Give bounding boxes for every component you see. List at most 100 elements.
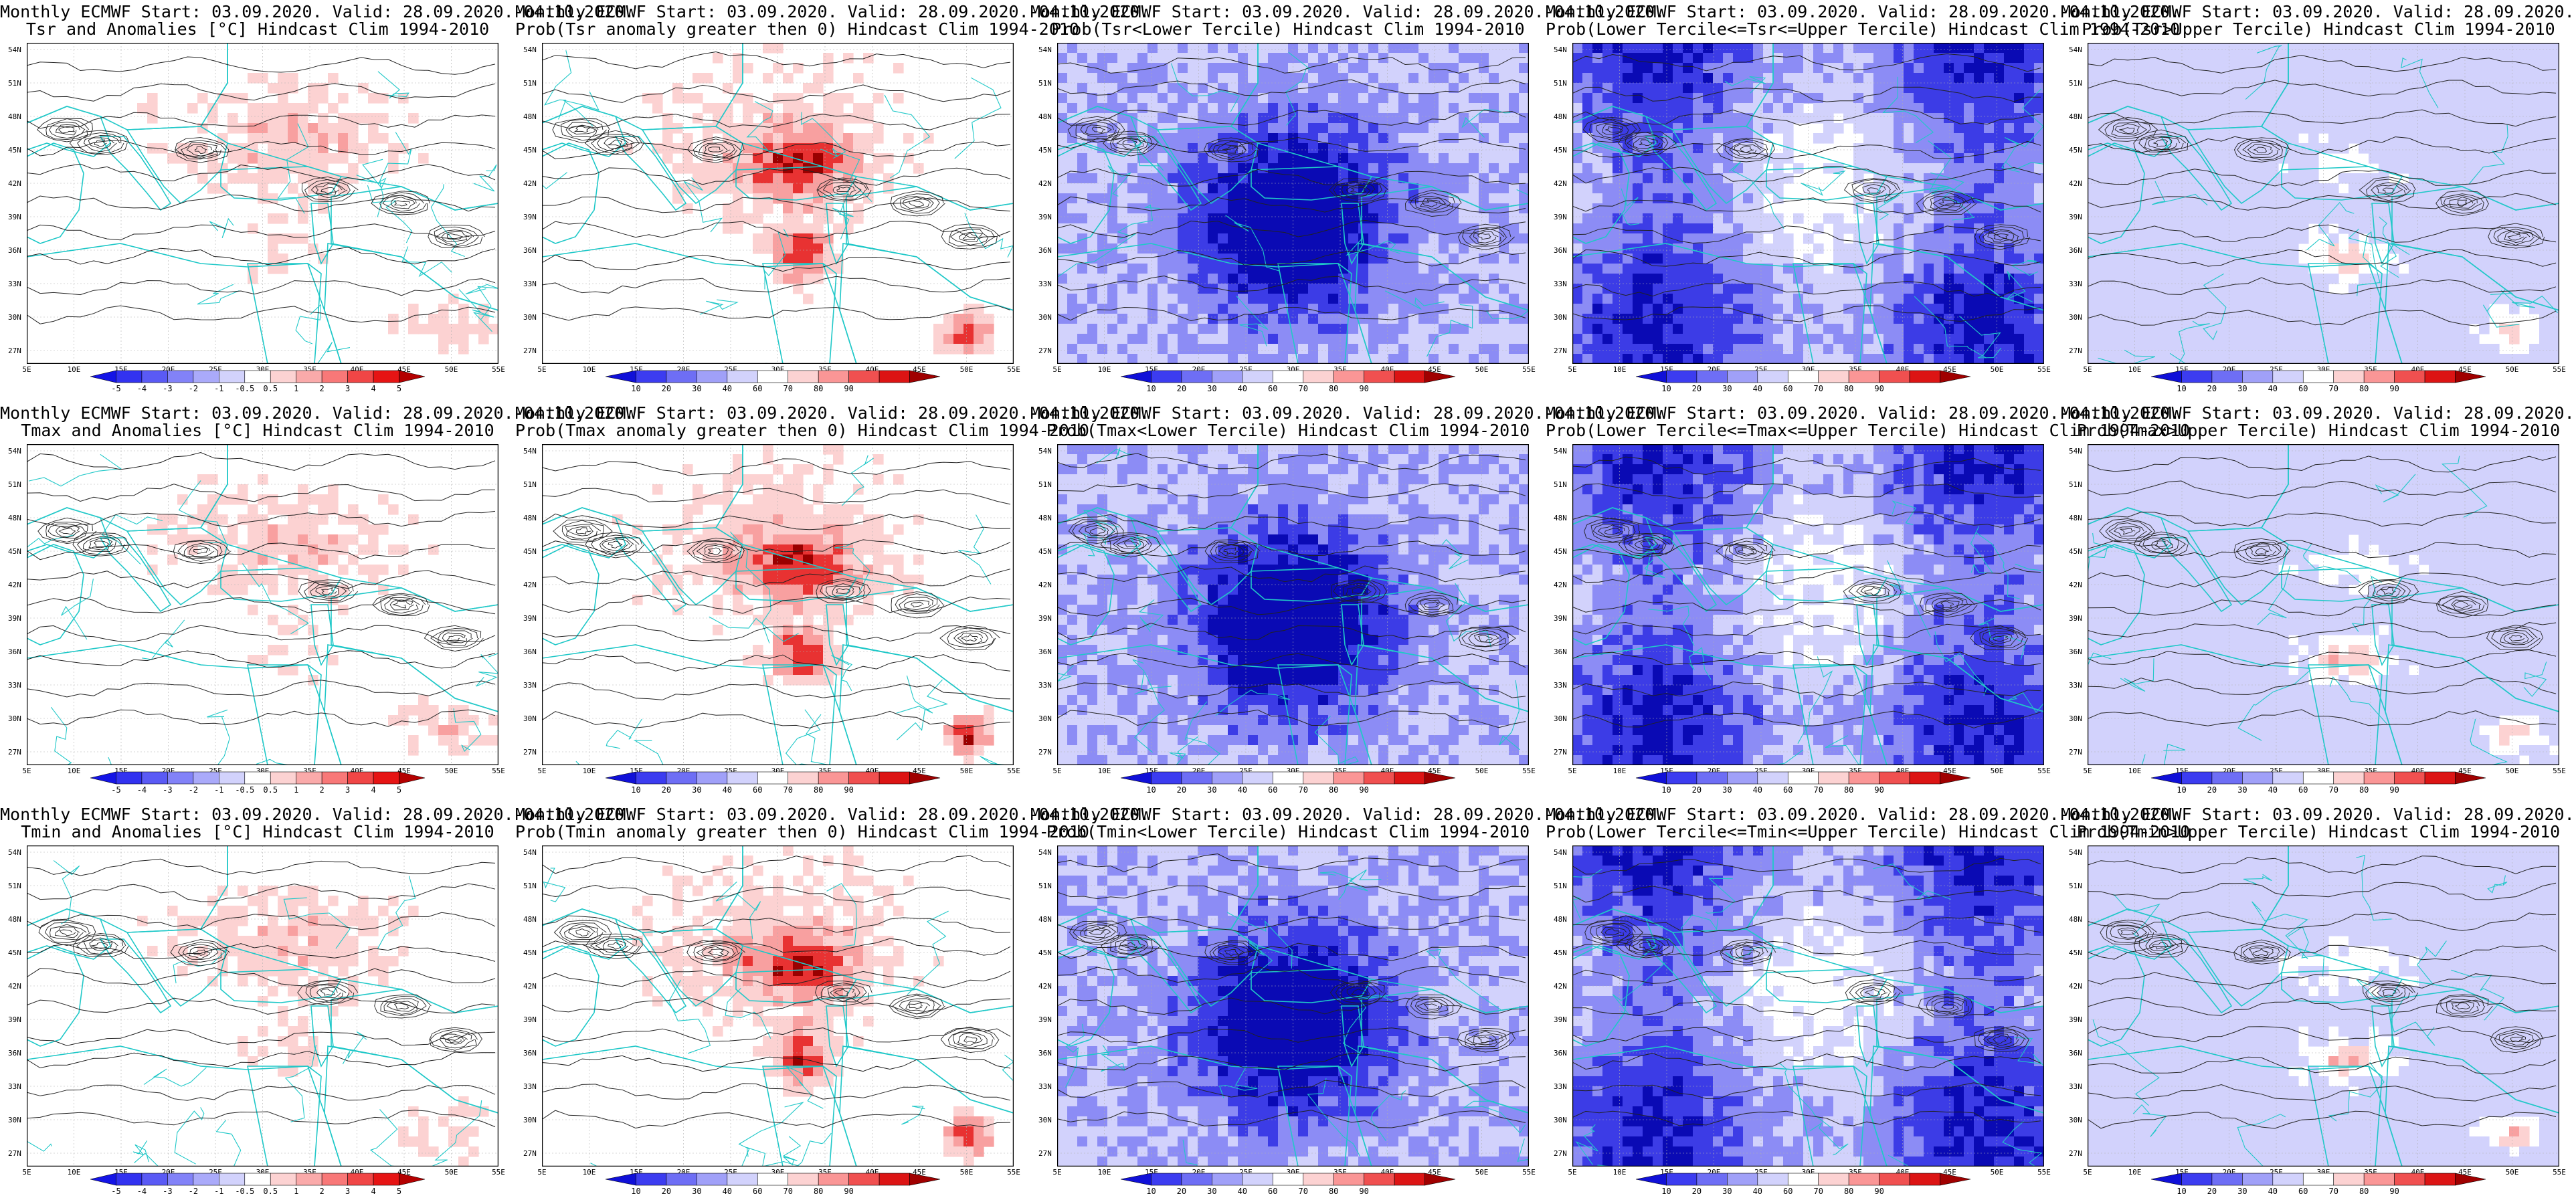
colorbar-swatch (1120, 1173, 1152, 1186)
colorbar-swatch (1666, 370, 1697, 383)
colorbar-swatch (2272, 1173, 2304, 1186)
lon-tick-label: 10E (2128, 365, 2142, 374)
colorbar-tick-label: -5 (111, 1187, 121, 1196)
colorbar-tick-label: 90 (1359, 1187, 1369, 1196)
forecast-panel: Monthly ECMWF Start: 03.09.2020. Valid: … (2061, 803, 2576, 1204)
colorbar-tick-label: 40 (1752, 1187, 1763, 1196)
coastlines (2088, 845, 2559, 1167)
colorbar-swatch (605, 771, 636, 785)
lat-tick-label: 48N (1554, 112, 1567, 121)
colorbar-tick-label: 70 (1813, 1187, 1823, 1196)
colorbar-tick-label: 0.5 (263, 384, 278, 393)
colorbar-swatch (1212, 370, 1243, 383)
colorbar-swatch (818, 771, 849, 785)
colorbar-swatch (2272, 771, 2304, 785)
colorbar-swatch (1879, 1173, 1910, 1186)
lon-tick-label: 5E (22, 365, 31, 374)
colorbar-swatch (1272, 771, 1304, 785)
map-frame (542, 444, 1014, 765)
panel-title-line2: Tmax and Anomalies [°C] Hindcast Clim 19… (21, 421, 494, 440)
colorbar-swatch (636, 1173, 667, 1186)
colorbar-tick-label: 40 (1752, 785, 1763, 795)
shaded-field (632, 845, 994, 1167)
lon-tick-label: 10E (582, 767, 596, 775)
panel-title-line2: Prob(Tmin>Upper Tercile) Hindcast Clim 1… (2076, 822, 2561, 841)
lat-tick-label: 27N (2069, 748, 2082, 757)
colorbar-tick-label: 80 (2359, 1187, 2369, 1196)
lat-tick-label: 33N (2069, 1082, 2082, 1091)
colorbar-tick-label: 80 (1843, 785, 1854, 795)
colorbar-swatch (2150, 771, 2182, 785)
graticule (542, 845, 1014, 1167)
colorbar-swatch (1848, 1173, 1879, 1186)
lon-tick-label: 10E (67, 365, 81, 374)
colorbar-tick-label: 20 (1691, 1187, 1702, 1196)
lat-tick-label: 27N (8, 1149, 21, 1158)
lat-tick-label: 27N (523, 748, 537, 757)
lat-tick-label: 51N (523, 79, 537, 88)
colorbar-swatch (244, 1173, 271, 1186)
map-area (2088, 845, 2559, 1167)
panel-title-line2: Prob(Tsr anomaly greater then 0) Hindcas… (515, 19, 1079, 39)
shaded-field (2088, 43, 2559, 364)
colorbar-swatch (1333, 1173, 1364, 1186)
colorbar-swatch (1394, 1173, 1425, 1186)
colorbar-tick-label: 3 (345, 384, 351, 393)
lat-tick-label: 30N (1554, 313, 1567, 322)
panel-title-line1: Monthly ECMWF Start: 03.09.2020. Valid: … (1546, 403, 2181, 423)
colorbar-swatch (636, 771, 667, 785)
lon-tick-label: 10E (67, 1168, 81, 1177)
colorbar-swatch (1364, 370, 1395, 383)
colorbar-swatch (1848, 771, 1879, 785)
panel-title-line2: Prob(Tsr>Upper Tercile) Hindcast Clim 19… (2082, 19, 2555, 39)
map-area (27, 444, 498, 765)
lat-tick-label: 45N (8, 948, 21, 957)
colorbar-swatch (2455, 771, 2486, 785)
colorbar-swatch (193, 1173, 219, 1186)
panel-title-line2: Prob(Tmax<Lower Tercile) Hindcast Clim 1… (1046, 421, 1530, 440)
colorbar-tick-label: 70 (2328, 1187, 2338, 1196)
colorbar-tick-label: 20 (1691, 384, 1702, 393)
colorbar (1120, 370, 1456, 383)
lat-tick-label: 48N (523, 514, 537, 522)
isotherm-contours (27, 452, 496, 727)
forecast-panel: Monthly ECMWF Start: 03.09.2020. Valid: … (515, 803, 1150, 1204)
colorbar-swatch (141, 1173, 168, 1186)
panel-title-line2: Prob(Tsr<Lower Tercile) Hindcast Clim 19… (1051, 19, 1525, 39)
colorbar-swatch (399, 771, 426, 785)
colorbar-swatch (1696, 1173, 1728, 1186)
colorbar-swatch (2181, 370, 2213, 383)
lon-tick-label: 5E (537, 365, 547, 374)
colorbar-swatch (193, 771, 219, 785)
lat-tick-label: 27N (1554, 748, 1567, 757)
isotherm-contours (27, 56, 496, 324)
colorbar-tick-label: 90 (2389, 1187, 2399, 1196)
colorbar-tick-label: 60 (753, 384, 763, 393)
forecast-map (1572, 444, 2044, 765)
colorbar-swatch (1787, 771, 1819, 785)
coastlines (542, 444, 1014, 765)
lat-tick-label: 36N (1038, 1049, 1052, 1058)
colorbar-swatch (321, 1173, 348, 1186)
map-area (1057, 43, 1529, 364)
panel-title-line1: Monthly ECMWF Start: 03.09.2020. Valid: … (515, 805, 1150, 824)
lat-tick-label: 45N (2069, 547, 2082, 556)
graticule (1057, 43, 1529, 364)
lat-tick-label: 27N (1038, 346, 1052, 355)
map-frame (2088, 43, 2559, 364)
colorbar-swatch (1848, 370, 1879, 383)
lon-tick-label: 50E (1475, 767, 1489, 775)
colorbar (1635, 370, 1971, 383)
lat-tick-label: 48N (8, 112, 21, 121)
panel-title-line1: Monthly ECMWF Start: 03.09.2020. Valid: … (2061, 403, 2576, 423)
colorbar-tick-label: -3 (163, 1187, 173, 1196)
colorbar-tick-label: -5 (111, 785, 121, 795)
colorbar-swatch (1394, 771, 1425, 785)
lat-tick-label: 30N (523, 1116, 537, 1124)
shaded-field (1572, 845, 2044, 1167)
colorbar-tick-label: -2 (188, 384, 199, 393)
colorbar (605, 1173, 941, 1186)
lat-tick-label: 45N (1554, 948, 1567, 957)
coastlines (27, 444, 498, 765)
colorbar-swatch (1212, 771, 1243, 785)
